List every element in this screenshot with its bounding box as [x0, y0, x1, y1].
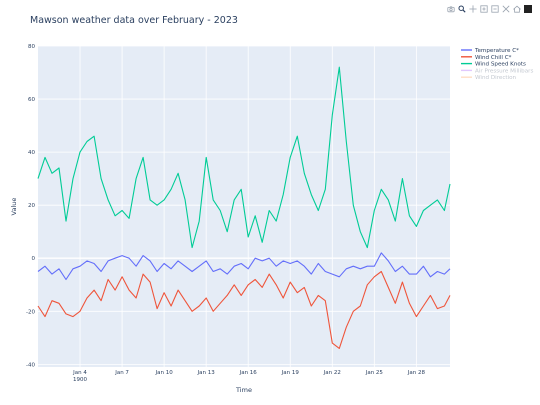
series-layer	[37, 66, 451, 349]
legend-item[interactable]: Temperature C*	[461, 48, 519, 54]
home-icon[interactable]	[513, 5, 521, 13]
zoom-out-icon[interactable]	[491, 5, 499, 13]
legend-label: Wind Direction	[475, 75, 517, 81]
x-tick-sublabel: 1900	[73, 377, 87, 383]
legend-label: Wind Chill C*	[475, 55, 512, 61]
x-tick-label: Jan 13	[197, 370, 216, 376]
y-tick-label: 60	[28, 97, 35, 103]
x-tick-label: Jan 10	[155, 370, 174, 376]
y-axis-title: Value	[10, 198, 18, 216]
legend-item[interactable]: Wind Chill C*	[461, 55, 512, 61]
pan-icon[interactable]	[469, 5, 477, 13]
autoscale-icon[interactable]	[502, 5, 510, 13]
legend-label: Wind Speed Knots	[475, 62, 526, 68]
legend-label: Temperature C*	[474, 48, 519, 54]
zoom-in-icon[interactable]	[480, 5, 488, 13]
y-axis-ticks: -40 -20 0 20 40 60 80	[26, 44, 35, 368]
chart-title: Mawson weather data over February - 2023	[30, 15, 238, 26]
modebar	[447, 5, 532, 13]
x-tick-label: Jan 16	[239, 370, 258, 376]
series-line-2	[37, 270, 451, 349]
y-tick-label: 40	[28, 150, 35, 156]
y-tick-label: 0	[32, 256, 36, 262]
x-axis-title: Time	[235, 386, 252, 394]
x-tick-label: Jan 7	[114, 370, 129, 376]
zoom-icon[interactable]	[458, 5, 466, 13]
x-tick-label: Jan 19	[281, 370, 300, 376]
camera-icon[interactable]	[447, 5, 455, 13]
x-tick-label: Jan 25	[365, 370, 384, 376]
x-tick-label: Jan 22	[323, 370, 341, 376]
y-tick-label: -40	[26, 362, 35, 368]
y-tick-label: -20	[26, 309, 35, 315]
legend-label: Air Pressure Millibars	[475, 68, 533, 74]
x-tick-label: Jan 4	[72, 370, 87, 376]
x-tick-label: Jan 28	[407, 370, 426, 376]
legend: Temperature C*Wind Chill C*Wind Speed Kn…	[461, 48, 533, 81]
y-tick-label: 20	[28, 203, 35, 209]
legend-item[interactable]: Air Pressure Millibars	[461, 68, 533, 74]
series-line-3	[37, 66, 451, 249]
y-tick-label: 80	[28, 44, 35, 50]
legend-item[interactable]: Wind Direction	[461, 75, 517, 81]
series-line-1	[37, 252, 451, 281]
legend-item[interactable]: Wind Speed Knots	[461, 62, 526, 68]
plotly-logo[interactable]	[524, 5, 532, 13]
